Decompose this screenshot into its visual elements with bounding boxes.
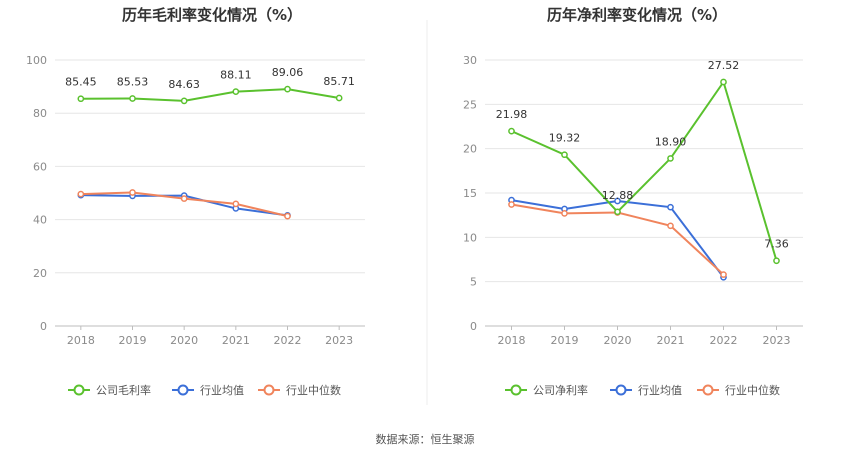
data-point [129, 189, 136, 196]
data-point [508, 127, 515, 135]
legend-label: 行业中位数 [286, 383, 341, 397]
legend-label: 行业均值 [638, 384, 682, 397]
data-point [180, 195, 188, 202]
legend-label: 公司净利率 [533, 383, 588, 397]
data-label: 84.63 [168, 78, 200, 91]
legend-item[interactable]: 行业均值 [610, 384, 682, 397]
x-tick-label: 2019 [119, 334, 147, 347]
data-point [284, 85, 291, 93]
data-label: 85.71 [323, 75, 355, 88]
y-tick-label: 100 [26, 54, 47, 67]
y-tick-label: 5 [470, 276, 477, 289]
data-point [335, 94, 343, 102]
net-margin-chart: 0 5 10 15 20 25 30 2018 2019 2020 2021 2022 2023 21.9… [463, 54, 803, 397]
x-tick-label: 2023 [325, 334, 353, 347]
y-tick-label: 80 [33, 107, 47, 120]
data-label: 12.88 [602, 189, 634, 202]
x-tick-label: 2022 [710, 334, 738, 347]
x-tick-label: 2022 [274, 334, 302, 347]
x-tick-label: 2020 [170, 334, 198, 347]
data-label: 89.06 [272, 66, 304, 79]
y-tick-label: 10 [463, 231, 477, 244]
x-tick-label: 2018 [498, 334, 526, 347]
data-point [667, 222, 674, 230]
legend-label: 行业均值 [200, 384, 244, 397]
y-tick-label: 25 [463, 98, 477, 111]
legend-item[interactable]: 公司净利率 [505, 383, 588, 397]
y-tick-label: 20 [33, 267, 47, 280]
legend-label: 公司毛利率 [96, 383, 151, 397]
y-tick-label: 15 [463, 187, 477, 200]
data-point [614, 208, 621, 216]
data-point [720, 271, 727, 278]
series-line [511, 79, 778, 262]
data-label: 85.53 [117, 75, 149, 88]
x-tick-label: 2019 [551, 334, 579, 347]
legend-swatch-marker [263, 384, 275, 396]
data-point [614, 197, 621, 205]
chart-title-net-margin: 历年净利率变化情况（%） [547, 6, 727, 24]
data-label: 18.90 [655, 135, 687, 148]
series-line [80, 88, 340, 102]
legend-label: 行业中位数 [725, 383, 780, 397]
y-tick-label: 40 [33, 214, 47, 227]
data-point [561, 151, 568, 159]
data-point [180, 97, 188, 105]
legend-item[interactable]: 公司毛利率 [68, 383, 151, 397]
y-tick-label: 20 [463, 143, 477, 156]
data-point [561, 210, 568, 217]
data-point [129, 95, 136, 102]
y-tick-label: 30 [463, 54, 477, 67]
x-tick-label: 2023 [763, 334, 791, 347]
legend-item[interactable]: 行业中位数 [258, 383, 341, 397]
y-tick-label: 0 [40, 320, 47, 333]
data-point [508, 201, 515, 208]
data-point [773, 257, 780, 265]
x-tick-label: 2021 [222, 334, 250, 347]
x-tick-label: 2020 [604, 334, 632, 347]
x-tick-label: 2021 [657, 334, 685, 347]
y-tick-label: 0 [470, 320, 477, 333]
data-source: 数据来源：恒生聚源 [376, 432, 475, 446]
data-label: 19.32 [549, 132, 581, 145]
data-label: 88.11 [220, 69, 252, 82]
data-point [667, 203, 674, 211]
gross-margin-chart: 0 20 40 60 80 100 2018 2019 2020 2021 2022 2023 85.4… [26, 54, 365, 397]
data-point [720, 78, 727, 86]
legend-item[interactable]: 行业中位数 [697, 383, 780, 397]
y-tick-label: 60 [33, 160, 47, 173]
data-point [667, 155, 674, 162]
legend-item[interactable]: 行业均值 [172, 384, 244, 397]
legend-swatch-marker [177, 384, 189, 396]
legend-swatch-marker [702, 384, 714, 396]
data-label: 21.98 [496, 108, 528, 121]
data-label: 85.45 [65, 76, 97, 89]
legend-swatch-marker [615, 384, 627, 396]
data-label: 7.36 [764, 238, 789, 251]
legend-swatch-marker [510, 384, 522, 396]
data-point [284, 212, 291, 220]
data-point [232, 88, 240, 95]
data-label: 27.52 [708, 59, 740, 72]
chart-title-gross-margin: 历年毛利率变化情况（%） [122, 6, 302, 24]
data-point [77, 190, 85, 198]
legend-swatch-marker [73, 384, 85, 396]
x-tick-label: 2018 [67, 334, 95, 347]
data-point [232, 200, 240, 208]
data-point [77, 95, 85, 103]
